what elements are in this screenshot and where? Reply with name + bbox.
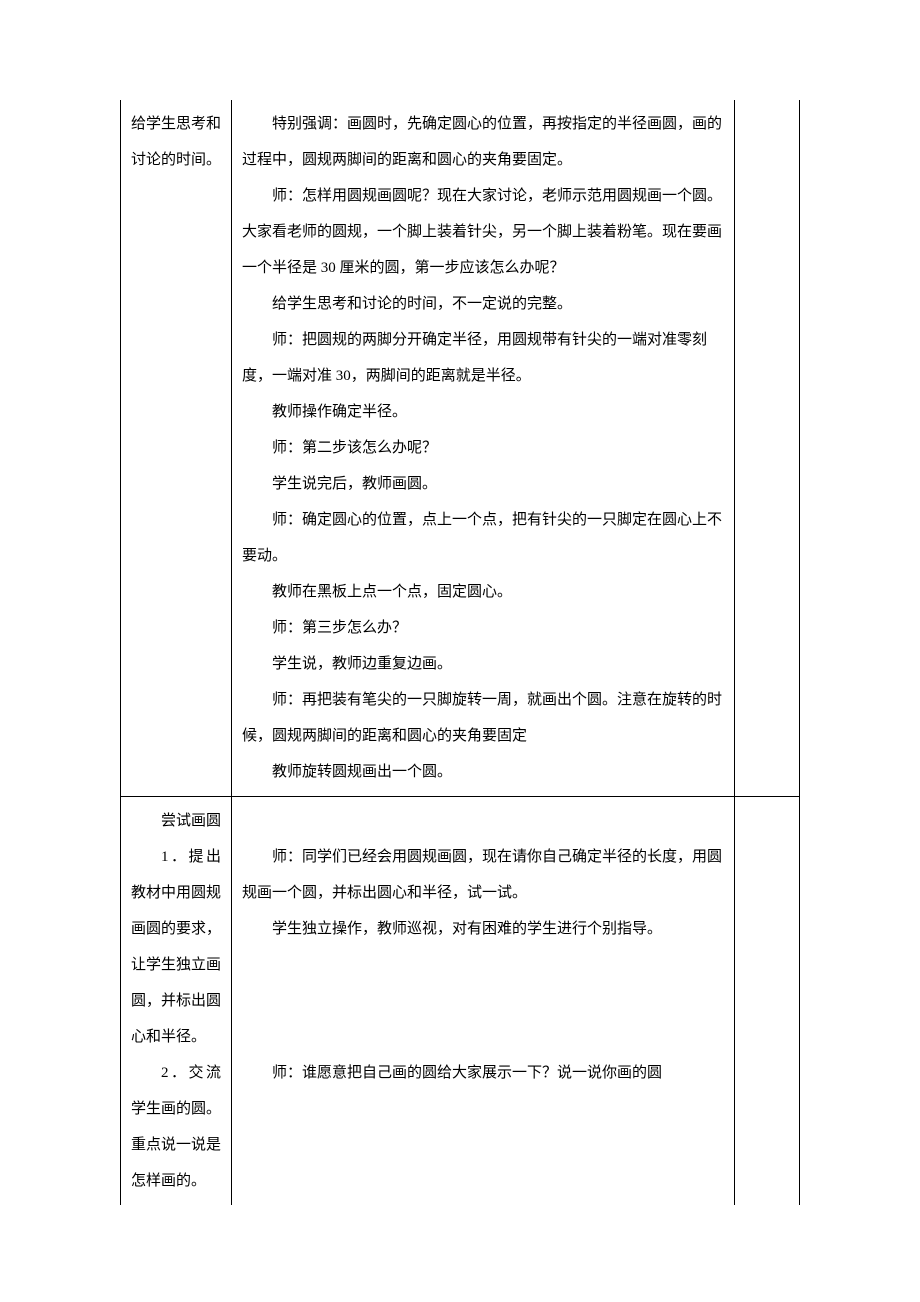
note-text: 给学生思考和讨论的时间。 xyxy=(131,106,221,178)
lesson-plan-table: 给学生思考和讨论的时间。 特别强调：画圆时，先确定圆心的位置，再按指定的半径画圆… xyxy=(120,100,800,1205)
transcript-paragraph: 特别强调：画圆时，先确定圆心的位置，再按指定的半径画圆，画的过程中，圆规两脚间的… xyxy=(242,106,724,178)
transcript-paragraph: 学生独立操作，教师巡视，对有困难的学生进行个别指导。 xyxy=(242,911,724,947)
transcript-paragraph: 师：确定圆心的位置，点上一个点，把有针尖的一只脚定在圆心上不要动。 xyxy=(242,502,724,574)
transcript-paragraph: 师：同学们已经会用圆规画圆，现在请你自己确定半径的长度，用圆规画一个圆，并标出圆… xyxy=(242,839,724,911)
cell-margin-2 xyxy=(735,797,800,1206)
transcript-paragraph: 教师旋转圆规画出一个圆。 xyxy=(242,754,724,790)
table-row: 给学生思考和讨论的时间。 特别强调：画圆时，先确定圆心的位置，再按指定的半径画圆… xyxy=(121,100,800,797)
transcript-paragraph: 师：谁愿意把自己画的圆给大家展示一下？说一说你画的圆 xyxy=(242,1055,724,1091)
cell-transcript-2: 师：同学们已经会用圆规画圆，现在请你自己确定半径的长度，用圆规画一个圆，并标出圆… xyxy=(232,797,735,1206)
note-item: 1．提出教材中用圆规画圆的要求，让学生独立画圆，并标出圆心和半径。 xyxy=(131,839,221,1055)
blank-spacer xyxy=(242,803,724,839)
cell-teacher-notes-2: 尝试画圆 1．提出教材中用圆规画圆的要求，让学生独立画圆，并标出圆心和半径。 2… xyxy=(121,797,232,1206)
cell-transcript-1: 特别强调：画圆时，先确定圆心的位置，再按指定的半径画圆，画的过程中，圆规两脚间的… xyxy=(232,100,735,797)
transcript-paragraph: 师：怎样用圆规画圆呢？现在大家讨论，老师示范用圆规画一个圆。大家看老师的圆规，一… xyxy=(242,178,724,286)
cell-margin-1 xyxy=(735,100,800,797)
transcript-paragraph: 教师操作确定半径。 xyxy=(242,394,724,430)
transcript-paragraph: 学生说，教师边重复边画。 xyxy=(242,646,724,682)
blank-spacer xyxy=(242,983,724,1019)
note-item: 2．交流学生画的圆。重点说一说是怎样画的。 xyxy=(131,1055,221,1199)
blank-spacer xyxy=(242,1019,724,1055)
transcript-paragraph: 给学生思考和讨论的时间，不一定说的完整。 xyxy=(242,286,724,322)
section-heading: 尝试画圆 xyxy=(131,803,221,839)
cell-teacher-notes-1: 给学生思考和讨论的时间。 xyxy=(121,100,232,797)
transcript-paragraph: 师：第二步该怎么办呢？ xyxy=(242,430,724,466)
transcript-paragraph: 教师在黑板上点一个点，固定圆心。 xyxy=(242,574,724,610)
document-page: 给学生思考和讨论的时间。 特别强调：画圆时，先确定圆心的位置，再按指定的半径画圆… xyxy=(0,0,920,1302)
transcript-paragraph: 师：把圆规的两脚分开确定半径，用圆规带有针尖的一端对准零刻度，一端对准 30，两… xyxy=(242,322,724,394)
transcript-paragraph: 师：再把装有笔尖的一只脚旋转一周，就画出个圆。注意在旋转的时候，圆规两脚间的距离… xyxy=(242,682,724,754)
transcript-paragraph: 学生说完后，教师画圆。 xyxy=(242,466,724,502)
transcript-paragraph: 师：第三步怎么办？ xyxy=(242,610,724,646)
table-row: 尝试画圆 1．提出教材中用圆规画圆的要求，让学生独立画圆，并标出圆心和半径。 2… xyxy=(121,797,800,1206)
blank-spacer xyxy=(242,947,724,983)
